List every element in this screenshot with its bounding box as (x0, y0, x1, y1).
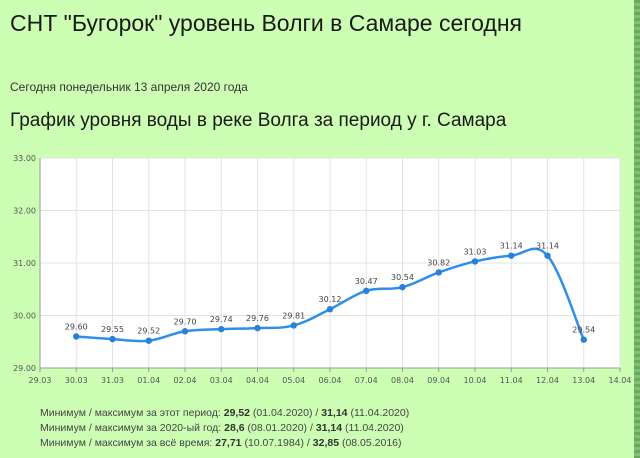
x-tick-label: 30.03 (65, 376, 88, 385)
data-label: 30.54 (391, 273, 414, 282)
data-label: 29.54 (572, 326, 595, 335)
stats-period-prefix: Минимум / максимум за этот период: (40, 407, 224, 419)
data-point (580, 336, 587, 343)
current-date: Сегодня понедельник 13 апреля 2020 года (10, 80, 248, 94)
data-point (218, 325, 225, 333)
data-label: 29.60 (65, 323, 88, 332)
data-label: 29.76 (246, 314, 269, 323)
data-point (181, 328, 189, 335)
x-tick-label: 13.04 (572, 376, 595, 385)
x-tick-label: 31.03 (101, 376, 124, 385)
data-label: 29.81 (282, 311, 305, 320)
stats-alltime-sep: / (304, 437, 313, 449)
data-point (508, 252, 515, 259)
data-label: 31.03 (464, 247, 487, 256)
stats-year-max-date: (11.04.2020) (342, 422, 404, 434)
data-point (399, 283, 406, 291)
data-label: 30.12 (319, 295, 342, 304)
data-point (363, 287, 370, 295)
x-tick-label: 29.03 (29, 376, 52, 385)
stats-year-prefix: Минимум / максимум за 2020-ый год: (40, 422, 225, 434)
data-point (145, 337, 152, 344)
data-point (254, 324, 261, 332)
data-point (109, 335, 116, 343)
y-tick-label: 31.00 (13, 259, 36, 268)
stats-year-row: Минимум / максимум за 2020-ый год: 28,6 … (40, 421, 409, 436)
data-point (435, 269, 442, 276)
stats-year-min-date: (08.01.2020) (244, 422, 308, 434)
data-label: 31.14 (500, 242, 523, 251)
data-label: 29.70 (174, 317, 197, 326)
stats-period-min-date: (01.04.2020) (250, 407, 313, 419)
stats-period-max: 31,14 (321, 407, 348, 419)
stats-year-sep: / (307, 422, 316, 434)
x-tick-label: 01.04 (137, 376, 160, 385)
data-label: 29.52 (137, 327, 160, 336)
data-point (471, 258, 479, 265)
y-tick-label: 32.00 (13, 207, 36, 216)
x-tick-label: 02.04 (174, 376, 197, 385)
x-tick-label: 03.04 (210, 376, 233, 385)
water-level-chart: 29.00 30.00 31.00 32.00 33.00 29.03 30.03 31.03… (0, 140, 640, 400)
stats-alltime-max-date: (08.05.2016) (339, 437, 402, 449)
x-tick-label: 04.04 (246, 376, 269, 385)
data-label: 30.82 (427, 258, 450, 267)
y-tick-label: 30.00 (13, 312, 36, 321)
stats-period-max-date: (11.04.2020) (347, 407, 410, 419)
stats-alltime-min-date: (10.07.1984) (241, 437, 304, 449)
stats-year-max: 31,14 (315, 422, 343, 434)
chart-heading: График уровня воды в реке Волга за перио… (10, 110, 507, 131)
stats-alltime-min: 27,71 (215, 437, 242, 449)
chart-svg: 29.00 30.00 31.00 32.00 33.00 29.03 30.03 31.03… (13, 154, 632, 385)
right-border-strip (634, 0, 640, 458)
x-tick-label: 08.04 (391, 376, 414, 385)
y-tick-label: 33.00 (13, 154, 36, 163)
x-tick-label: 14.04 (609, 376, 632, 385)
stats-block: Минимум / максимум за этот период: 29,52… (40, 406, 409, 451)
x-tick-label: 05.04 (282, 376, 305, 385)
data-point (73, 333, 80, 340)
stats-year-min: 28,6 (224, 422, 245, 434)
page-title: СНТ "Бугорок" уровень Волги в Самаре сег… (10, 10, 522, 36)
stats-alltime-row: Минимум / максимум за всё время: 27,71 (… (40, 436, 409, 451)
data-label: 31.14 (536, 242, 559, 251)
x-tick-label: 07.04 (355, 376, 378, 385)
x-tick-label: 09.04 (427, 376, 450, 385)
stats-alltime-prefix: Минимум / максимум за всё время: (40, 437, 216, 449)
y-tick-label: 29.00 (13, 364, 36, 373)
stats-alltime-max: 32,85 (312, 437, 340, 449)
stats-period-sep: / (312, 407, 322, 419)
x-tick-label: 06.04 (319, 376, 342, 385)
data-point (544, 252, 551, 259)
x-tick-label: 12.04 (536, 376, 559, 385)
stats-period-row: Минимум / максимум за этот период: 29,52… (40, 406, 409, 421)
data-point (290, 322, 297, 329)
x-tick-label: 10.04 (464, 376, 487, 385)
data-point (326, 306, 334, 313)
data-label: 29.55 (101, 325, 124, 334)
stats-period-min: 29,52 (223, 407, 251, 419)
data-label: 29.74 (210, 315, 233, 324)
x-tick-label: 11.04 (500, 376, 523, 385)
data-label: 30.47 (355, 277, 378, 286)
